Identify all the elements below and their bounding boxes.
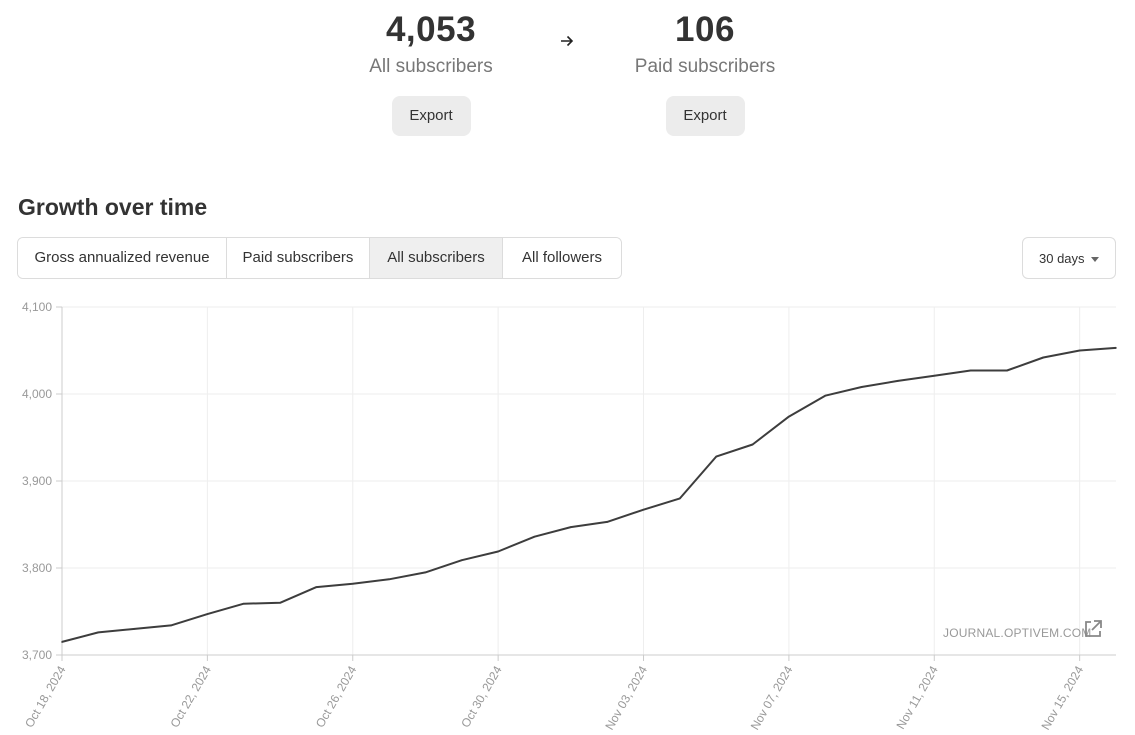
all-subscribers-count: 4,053 — [385, 10, 477, 49]
x-tick-label: Nov 03, 2024 — [602, 663, 650, 732]
data-point — [97, 631, 100, 634]
paid-subscribers-count: 106 — [675, 10, 735, 49]
data-point — [751, 443, 754, 446]
data-point — [279, 602, 281, 604]
y-tick-label: 4,100 — [22, 300, 52, 314]
y-tick-label: 3,700 — [22, 648, 52, 662]
data-point — [424, 571, 427, 574]
data-point — [606, 521, 608, 523]
data-point — [860, 386, 863, 388]
data-point — [351, 582, 354, 585]
data-point — [642, 508, 645, 511]
data-point — [788, 415, 790, 418]
data-point — [533, 535, 536, 538]
watermark-text: JOURNAL.OPTIVEM.COM — [943, 626, 1092, 640]
export-all-subscribers-button[interactable]: Export — [391, 96, 471, 136]
data-point — [933, 374, 936, 377]
tab-all-followers[interactable]: All followers — [503, 238, 621, 278]
x-tick-label: Oct 22, 2024 — [167, 663, 214, 730]
data-point — [897, 380, 899, 382]
tab-all-subscribers[interactable]: All subscribers — [370, 238, 503, 278]
series-line — [61, 346, 1117, 643]
data-point — [679, 497, 681, 500]
data-point — [242, 602, 245, 605]
x-tick-label: Oct 30, 2024 — [458, 663, 505, 730]
section-title: Growth over time — [18, 194, 208, 220]
all-subscribers-label: All subscribers — [369, 56, 493, 77]
tab-paid-subscribers[interactable]: Paid subscribers — [227, 238, 370, 278]
chevron-down-icon — [1091, 257, 1099, 262]
date-range-select[interactable]: 30 days — [1022, 237, 1116, 279]
metric-tabs: Gross annualized revenue Paid subscriber… — [17, 237, 622, 279]
data-point — [133, 628, 136, 630]
data-point — [1042, 356, 1045, 359]
paid-subscribers-label: Paid subscribers — [634, 56, 776, 77]
y-tick-label: 3,900 — [22, 474, 52, 488]
y-tick-label: 4,000 — [22, 387, 52, 401]
data-point — [1115, 347, 1117, 349]
x-tick-label: Nov 15, 2024 — [1038, 663, 1086, 732]
data-point — [824, 394, 827, 397]
data-point — [206, 613, 209, 615]
growth-chart: 3,700 3,800 3,900 4,000 4,100 Oct 18, 2024 Oct… — [22, 300, 1117, 732]
paid-subscribers-summary: 106 Paid subscribers Export — [605, 8, 805, 136]
export-paid-subscribers-button[interactable]: Export — [665, 96, 745, 136]
date-range-value: 30 days — [1039, 251, 1085, 266]
x-tick-label: Oct 18, 2024 — [22, 663, 69, 730]
y-tick-label: 3,800 — [22, 561, 52, 575]
x-tick-label: Oct 26, 2024 — [313, 663, 360, 730]
data-point — [570, 526, 572, 528]
data-point — [969, 369, 972, 372]
x-tick-label: Nov 07, 2024 — [748, 663, 796, 732]
data-point — [460, 559, 463, 561]
data-point — [1078, 349, 1081, 352]
data-point — [61, 641, 63, 643]
data-point — [1006, 369, 1008, 372]
all-subscribers-summary: 4,053 All subscribers Export — [331, 8, 531, 136]
data-point — [388, 578, 390, 581]
arrow-right-icon — [560, 34, 574, 51]
data-point — [170, 624, 172, 627]
x-tick-label: Nov 11, 2024 — [893, 663, 941, 731]
data-point — [715, 455, 718, 458]
data-point — [315, 586, 318, 588]
data-point — [497, 550, 499, 553]
external-link-icon[interactable] — [1083, 619, 1103, 644]
tab-gross-annualized-revenue[interactable]: Gross annualized revenue — [18, 238, 227, 278]
